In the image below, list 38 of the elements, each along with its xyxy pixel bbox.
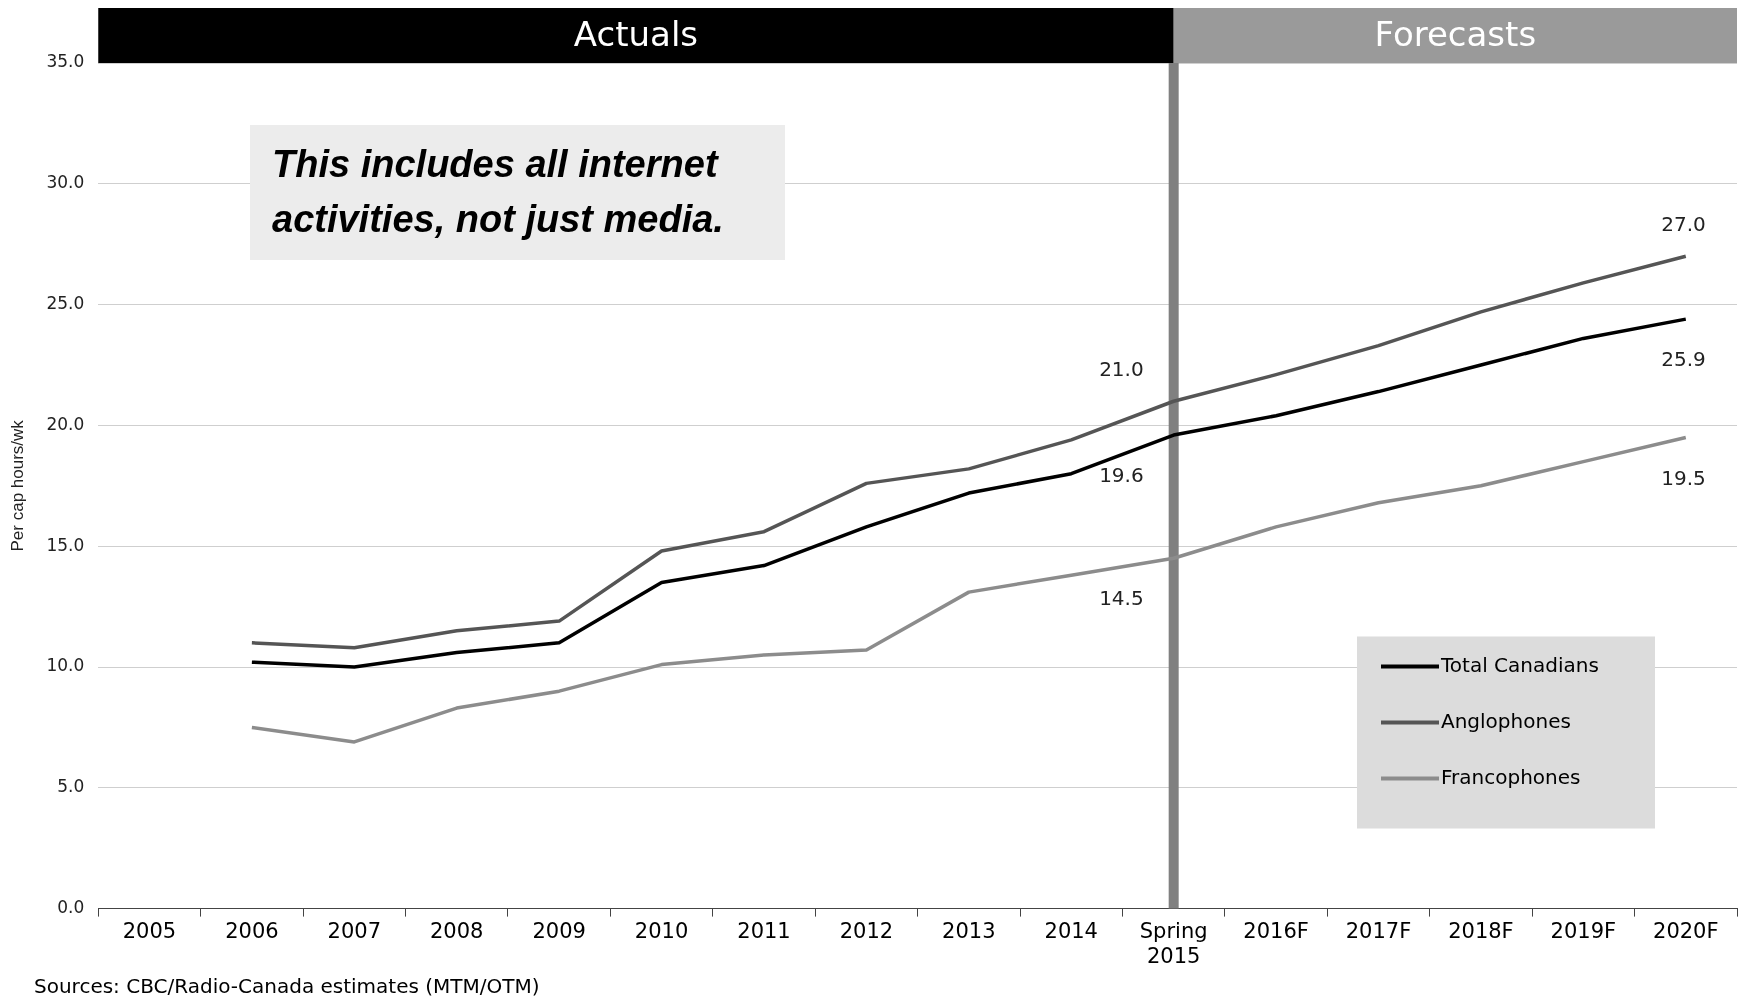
x-tick-label: 2007 [327, 918, 382, 943]
x-tick-label: 2013 [942, 918, 996, 943]
x-tick-label: 2010 [634, 918, 689, 943]
legend-label: Francophones [1441, 764, 1581, 789]
text: Actuals [573, 14, 699, 55]
annotation: 27.0 [1661, 212, 1706, 237]
y-axis-title: Per cap hours/wk [7, 419, 27, 552]
legend-label: Total Canadians [1440, 652, 1599, 677]
source-note: Sources: CBC/Radio-Canada estimates (MTM/OTM) [34, 974, 540, 999]
legend-label: Anglophones [1441, 708, 1571, 733]
y-tick-label: 0.0 [57, 897, 85, 918]
x-tick-label: 2018F [1448, 918, 1514, 943]
x-tick-label: 2008 [430, 918, 484, 943]
annotation: 25.9 [1661, 347, 1706, 372]
annotation: 19.5 [1661, 465, 1706, 490]
x-tick-label: 2005 [122, 918, 177, 943]
x-tick-label: 2016F [1243, 918, 1309, 943]
annotation: 21.0 [1099, 357, 1144, 382]
y-tick-label: 10.0 [46, 655, 85, 676]
y-tick-label: 25.0 [46, 293, 85, 314]
y-tick-label: 35.0 [46, 51, 85, 72]
x-tick-label: 2014 [1044, 918, 1098, 943]
y-tick-label: 20.0 [46, 413, 85, 434]
y-tick-label: 5.0 [57, 776, 85, 797]
y-tick-label: 30.0 [46, 172, 85, 193]
x-tick-label: Spring 2015 [1139, 918, 1208, 968]
y-tick-label: 15.0 [46, 534, 85, 555]
x-tick-label: 2011 [737, 918, 791, 943]
annotation: This includes all internet activities, not just media. [272, 143, 724, 241]
x-tick-label: 2012 [839, 918, 894, 943]
x-tick-label: 2006 [225, 918, 279, 943]
text: Forecasts [1374, 14, 1537, 55]
annotation: 14.5 [1099, 586, 1144, 611]
x-tick-label: 2019F [1550, 918, 1617, 943]
annotation: 19.6 [1099, 463, 1144, 488]
x-tick-label: 2009 [532, 918, 586, 943]
x-tick-label: 2017F [1345, 918, 1412, 943]
x-tick-label: 2020F [1653, 918, 1719, 943]
